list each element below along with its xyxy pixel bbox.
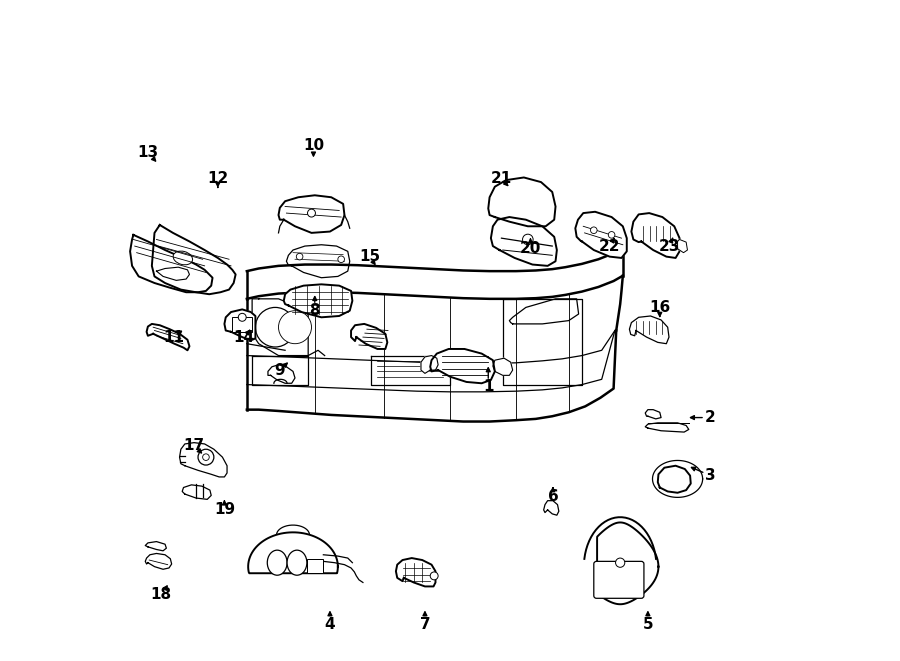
Polygon shape — [145, 541, 166, 551]
Text: 18: 18 — [150, 587, 172, 602]
Text: 23: 23 — [658, 239, 680, 254]
Text: 21: 21 — [491, 171, 512, 186]
Text: 14: 14 — [234, 330, 255, 344]
Polygon shape — [421, 356, 438, 373]
Text: 2: 2 — [706, 410, 716, 425]
Text: 7: 7 — [419, 617, 430, 631]
Polygon shape — [430, 349, 495, 383]
Circle shape — [238, 313, 247, 321]
Polygon shape — [645, 423, 688, 432]
Polygon shape — [224, 309, 256, 340]
Text: 19: 19 — [214, 502, 235, 518]
Circle shape — [430, 572, 438, 580]
Ellipse shape — [267, 550, 287, 575]
Polygon shape — [157, 267, 190, 280]
Ellipse shape — [287, 550, 307, 575]
Text: 1: 1 — [483, 379, 493, 394]
Text: 4: 4 — [325, 617, 336, 631]
Circle shape — [616, 558, 625, 567]
Text: 16: 16 — [649, 300, 670, 315]
Circle shape — [308, 209, 315, 217]
Polygon shape — [152, 225, 236, 294]
Polygon shape — [180, 443, 227, 477]
Text: 11: 11 — [164, 330, 184, 344]
Circle shape — [278, 311, 311, 344]
Polygon shape — [503, 299, 582, 385]
Polygon shape — [645, 410, 662, 419]
Circle shape — [338, 256, 345, 262]
FancyBboxPatch shape — [594, 561, 644, 598]
Polygon shape — [371, 356, 450, 385]
Text: 9: 9 — [274, 363, 285, 377]
Text: 17: 17 — [184, 438, 204, 453]
Polygon shape — [145, 553, 172, 569]
Circle shape — [202, 454, 209, 461]
Polygon shape — [286, 245, 350, 278]
Text: 20: 20 — [520, 241, 541, 256]
Polygon shape — [278, 195, 345, 233]
FancyBboxPatch shape — [307, 559, 323, 573]
Polygon shape — [489, 177, 555, 226]
Polygon shape — [678, 239, 688, 253]
Polygon shape — [575, 212, 626, 258]
Polygon shape — [351, 324, 387, 349]
Circle shape — [523, 234, 533, 245]
Circle shape — [608, 231, 615, 238]
Polygon shape — [248, 532, 338, 573]
Text: 3: 3 — [706, 468, 716, 483]
Polygon shape — [268, 365, 295, 383]
Polygon shape — [658, 466, 691, 492]
Polygon shape — [130, 235, 212, 292]
Polygon shape — [544, 500, 559, 515]
Circle shape — [256, 307, 295, 347]
Text: 12: 12 — [207, 171, 229, 186]
Polygon shape — [632, 213, 680, 258]
Polygon shape — [509, 299, 579, 324]
Text: 10: 10 — [303, 138, 324, 153]
Circle shape — [296, 253, 303, 260]
Ellipse shape — [173, 251, 193, 265]
Polygon shape — [652, 461, 703, 497]
Polygon shape — [182, 485, 212, 499]
Polygon shape — [252, 356, 308, 385]
Polygon shape — [284, 284, 353, 317]
Polygon shape — [597, 522, 659, 604]
Polygon shape — [396, 558, 436, 586]
Text: 15: 15 — [359, 249, 380, 264]
Polygon shape — [491, 217, 557, 266]
Polygon shape — [493, 358, 513, 375]
Polygon shape — [629, 316, 669, 344]
Circle shape — [198, 449, 214, 465]
Polygon shape — [147, 324, 190, 350]
Text: 6: 6 — [547, 489, 558, 504]
Text: 5: 5 — [643, 617, 653, 631]
Text: 8: 8 — [310, 303, 320, 318]
Bar — [232, 317, 252, 332]
Text: 13: 13 — [138, 145, 158, 160]
Polygon shape — [252, 299, 308, 356]
Text: 22: 22 — [598, 239, 620, 254]
Circle shape — [590, 227, 597, 233]
